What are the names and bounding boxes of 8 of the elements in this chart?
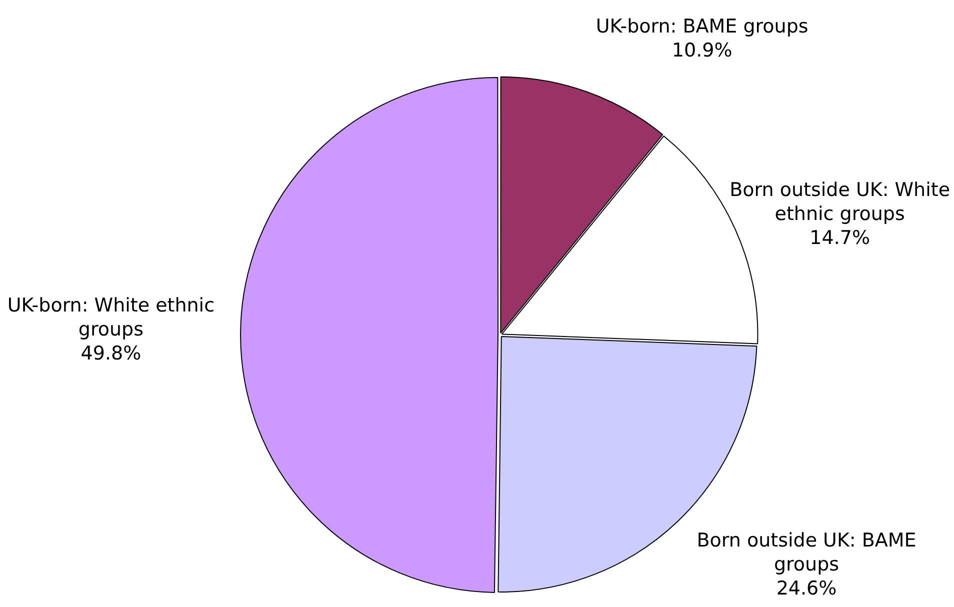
data-label: 24.6% xyxy=(776,577,837,600)
data-label: 10.9% xyxy=(672,40,732,62)
slice-label: UK-born: White ethnic groups xyxy=(7,294,215,341)
slice-label: Born outside UK: BAME groups xyxy=(696,529,916,576)
data-label: 49.8% xyxy=(80,342,142,365)
slice-label: Born outside UK: White ethnic groups xyxy=(730,178,950,225)
slice-label: UK-born: BAME groups xyxy=(596,16,808,38)
data-label: 14.7% xyxy=(810,226,870,249)
